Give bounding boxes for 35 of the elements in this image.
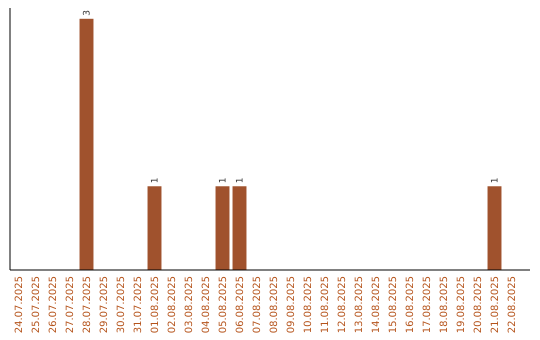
- data-label: 1: [490, 178, 500, 184]
- x-tick-label: 20.08.2025: [473, 276, 484, 334]
- x-tick-label: 08.08.2025: [269, 276, 280, 334]
- x-tick-label: 10.08.2025: [303, 276, 314, 334]
- x-tick-label: 13.08.2025: [354, 276, 365, 334]
- data-label: 1: [150, 178, 160, 184]
- x-tick-label: 31.07.2025: [133, 276, 144, 334]
- x-tick-label: 25.07.2025: [31, 276, 42, 334]
- x-tick-label: 11.08.2025: [320, 276, 331, 334]
- data-label: 3: [82, 10, 92, 16]
- x-tick-label: 26.07.2025: [48, 276, 59, 334]
- x-tick-label: 22.08.2025: [507, 276, 518, 334]
- x-tick-label: 07.08.2025: [252, 276, 263, 334]
- x-tick-label: 06.08.2025: [235, 276, 246, 334]
- x-tick-label: 02.08.2025: [167, 276, 178, 334]
- x-tick-label: 09.08.2025: [286, 276, 297, 334]
- data-label: 1: [218, 178, 228, 184]
- x-tick-label: 18.08.2025: [439, 276, 450, 334]
- x-tick-label: 19.08.2025: [456, 276, 467, 334]
- data-label: 1: [236, 178, 246, 184]
- x-tick-label: 15.08.2025: [388, 276, 399, 334]
- x-tick-label: 04.08.2025: [201, 276, 212, 334]
- x-tick-label: 03.08.2025: [184, 276, 195, 334]
- x-tick-label: 30.07.2025: [116, 276, 127, 334]
- x-tick-label: 16.08.2025: [405, 276, 416, 334]
- x-tick-label: 27.07.2025: [65, 276, 76, 334]
- x-tick-label: 28.07.2025: [82, 276, 93, 334]
- x-tick-label: 05.08.2025: [218, 276, 229, 334]
- x-tick-label: 12.08.2025: [337, 276, 348, 334]
- x-tick-label: 17.08.2025: [422, 276, 433, 334]
- x-tick-label: 21.08.2025: [490, 276, 501, 334]
- x-tick-label: 01.08.2025: [150, 276, 161, 334]
- x-tick-label: 14.08.2025: [371, 276, 382, 334]
- x-tick-label: 29.07.2025: [99, 276, 110, 334]
- x-tick-label: 24.07.2025: [14, 276, 25, 334]
